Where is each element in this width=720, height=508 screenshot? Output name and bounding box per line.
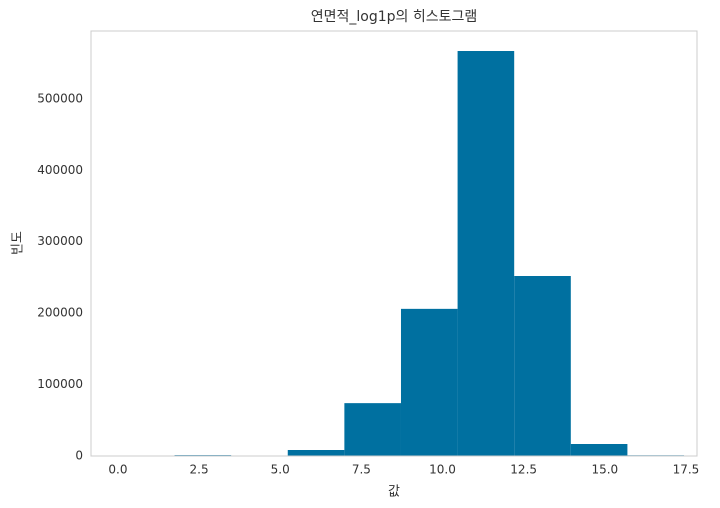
x-tick-label: 12.5 <box>510 463 537 477</box>
x-tick-label: 2.5 <box>190 463 209 477</box>
x-tick-label: 0.0 <box>108 463 127 477</box>
x-tick-label: 10.0 <box>429 463 456 477</box>
bar <box>570 444 628 456</box>
plot-frame <box>90 30 698 457</box>
bar <box>514 276 571 456</box>
bar <box>400 308 458 456</box>
bar <box>344 403 401 456</box>
y-tick-label: 200000 <box>37 306 83 320</box>
y-tick-label: 500000 <box>37 91 83 105</box>
x-tick-label: 17.5 <box>673 463 700 477</box>
y-tick-label: 100000 <box>37 377 83 391</box>
chart-title: 연면적_log1p의 히스토그램 <box>311 9 478 25</box>
bar <box>457 51 515 456</box>
y-tick-label: 300000 <box>37 234 83 248</box>
y-tick-label: 0 <box>75 449 83 463</box>
y-tick-label: 400000 <box>37 163 83 177</box>
bar <box>287 450 345 456</box>
x-axis-label: 값 <box>388 485 400 500</box>
x-tick-label: 7.5 <box>352 463 371 477</box>
x-tick-label: 15.0 <box>591 463 618 477</box>
x-tick-label: 5.0 <box>271 463 290 477</box>
y-axis-label: 빈도 <box>11 231 26 255</box>
